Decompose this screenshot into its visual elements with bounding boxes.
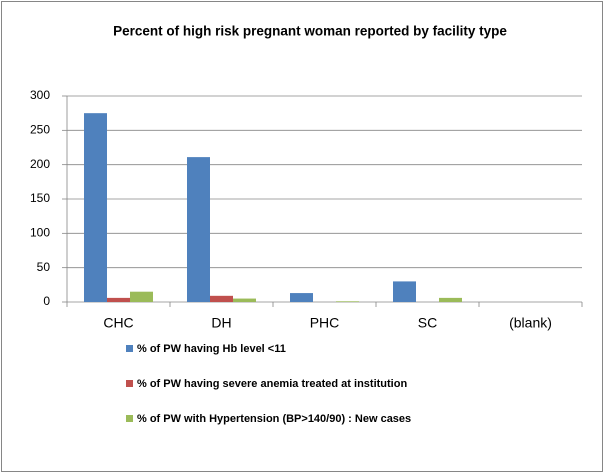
legend-swatch xyxy=(126,345,133,352)
legend-label: % of PW having severe anemia treated at … xyxy=(137,378,407,390)
bar xyxy=(187,157,210,302)
legend-swatch xyxy=(126,415,133,422)
y-tick-label: 150 xyxy=(30,191,50,205)
bar xyxy=(290,293,313,302)
bar xyxy=(233,298,256,302)
bar xyxy=(210,295,233,302)
x-tick-label: SC xyxy=(418,315,437,331)
x-tick-label: DH xyxy=(211,315,231,331)
bar xyxy=(336,301,359,302)
y-tick-label: 200 xyxy=(30,157,50,171)
bar xyxy=(107,297,130,302)
legend-label: % of PW with Hypertension (BP>140/90) : … xyxy=(137,413,411,425)
bar xyxy=(393,281,416,302)
x-tick-label: CHC xyxy=(103,315,133,331)
bar xyxy=(439,297,462,302)
y-tick-label: 250 xyxy=(30,123,50,137)
y-tick-label: 300 xyxy=(30,88,50,102)
bar xyxy=(130,291,153,302)
x-tick-label: PHC xyxy=(310,315,340,331)
x-tick-label: (blank) xyxy=(509,315,552,331)
legend-label: % of PW having Hb level <11 xyxy=(137,343,286,355)
chart-title: Percent of high risk pregnant woman repo… xyxy=(113,24,507,39)
bar xyxy=(84,113,107,303)
legend-swatch xyxy=(126,380,133,387)
y-tick-label: 100 xyxy=(30,226,50,240)
y-tick-label: 0 xyxy=(43,294,50,308)
y-tick-label: 50 xyxy=(37,260,51,274)
